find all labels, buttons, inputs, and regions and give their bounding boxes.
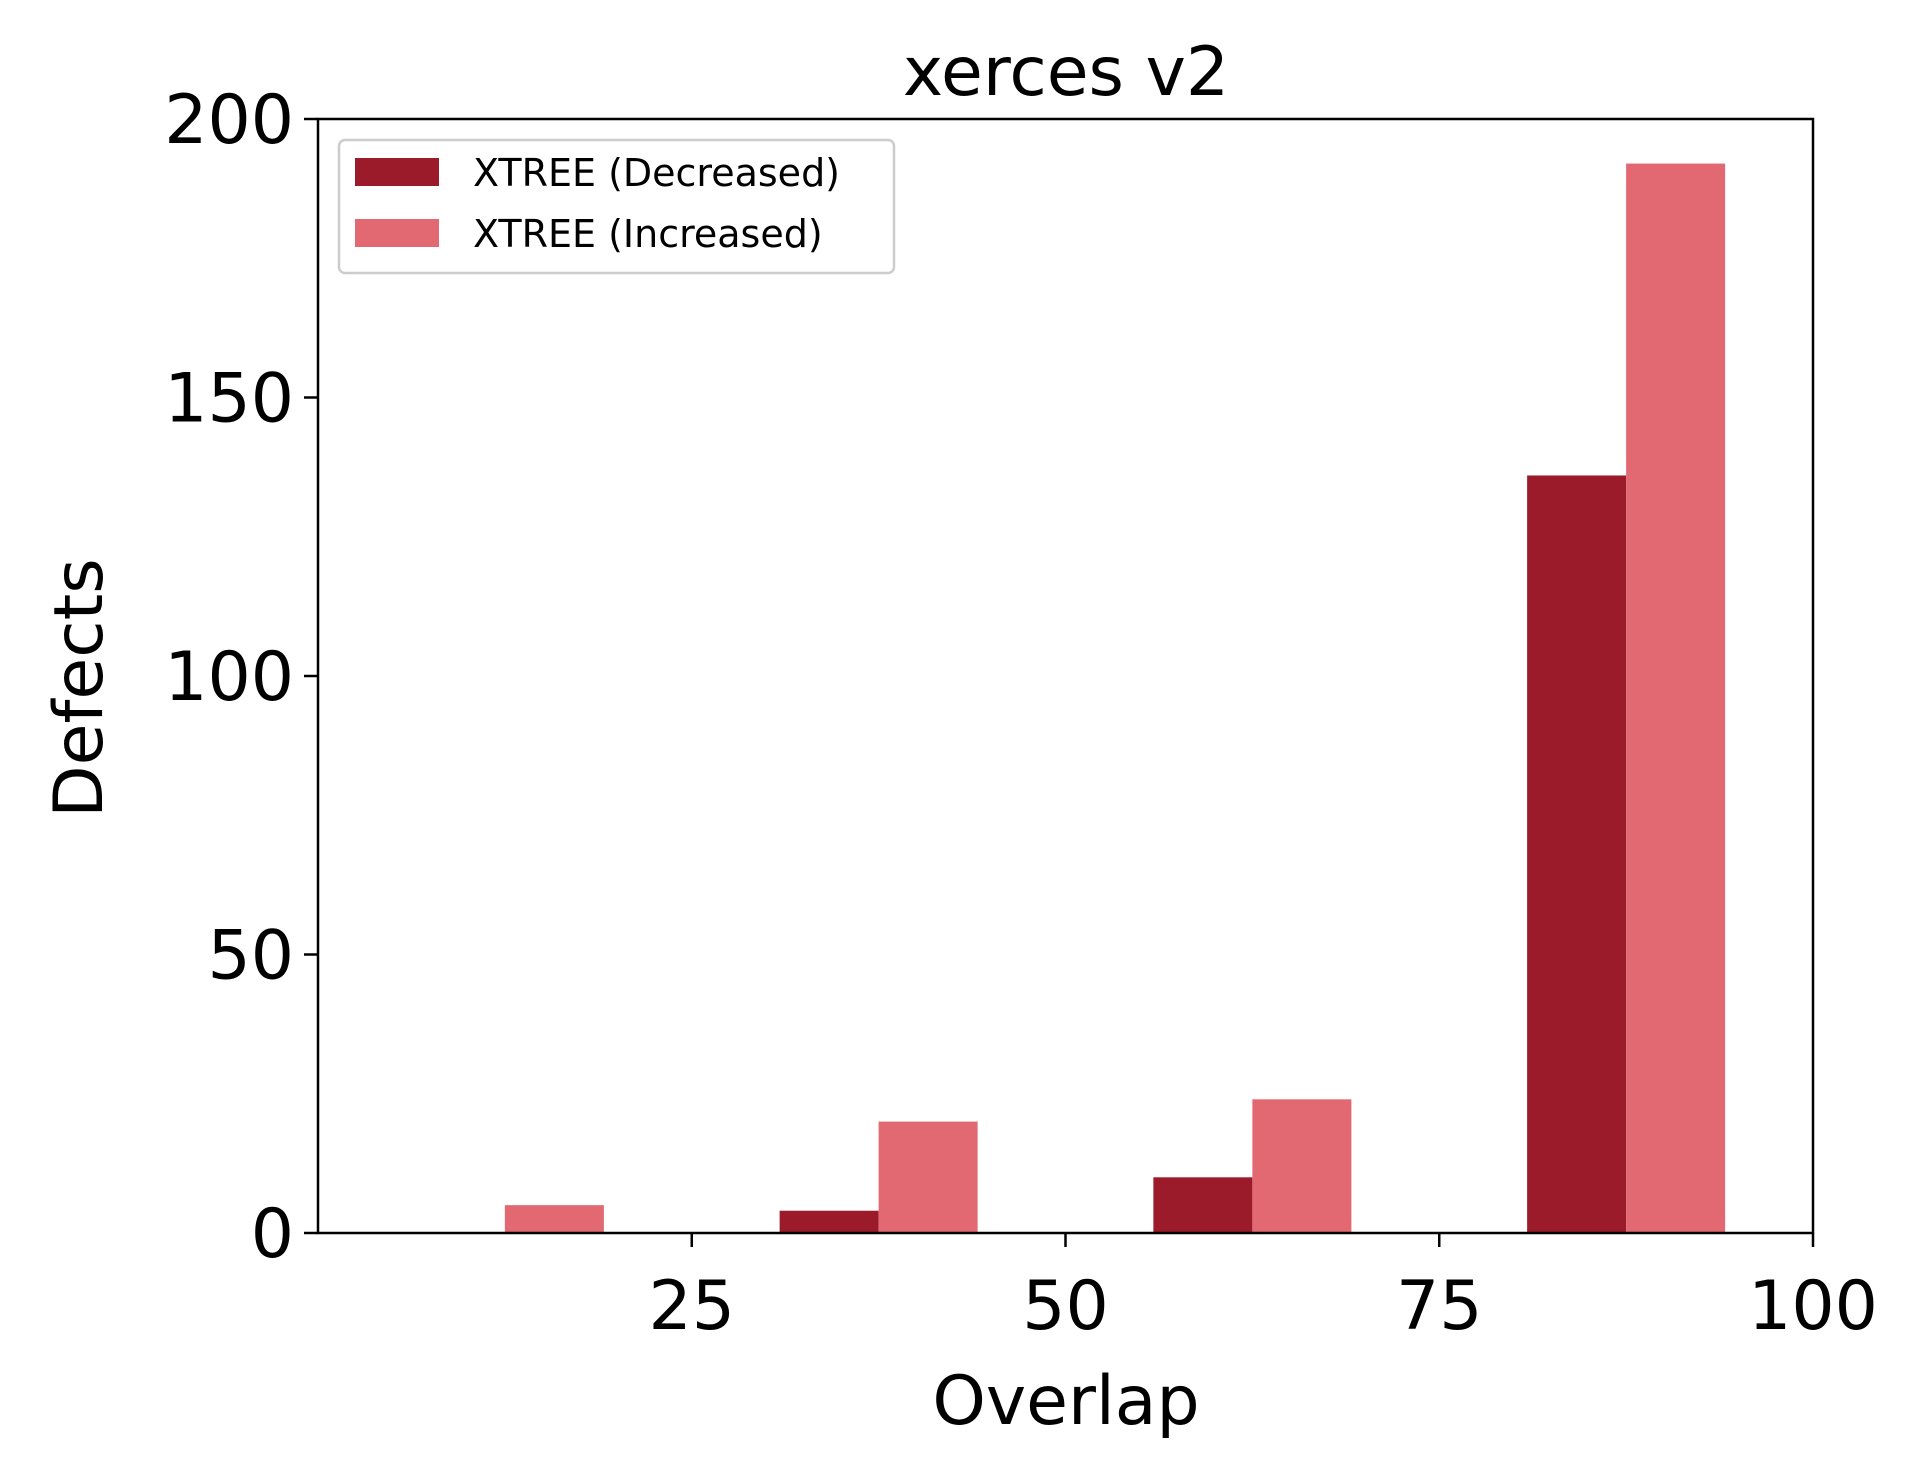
x-tick-label-3: 100	[1748, 1267, 1878, 1346]
x-tick-label-0: 25	[648, 1267, 735, 1346]
bar-decreased-1	[779, 1210, 879, 1233]
y-tick-label-0: 0	[251, 1195, 294, 1274]
bar-increased-1	[878, 1121, 978, 1233]
x-tick-label-1: 50	[1022, 1267, 1109, 1346]
legend-label-0: XTREE (Decreased)	[473, 151, 840, 195]
bars-layer	[504, 163, 1726, 1234]
x-axis-label: Overlap	[932, 1362, 1199, 1441]
y-axis-label: Defects	[40, 558, 119, 817]
chart-title: xerces v2	[903, 33, 1229, 112]
legend: XTREE (Decreased) XTREE (Increased)	[337, 138, 896, 275]
y-tick-label-3: 150	[164, 360, 294, 439]
bar-increased-2	[1252, 1099, 1352, 1233]
legend-swatch-0	[355, 158, 439, 186]
legend-box	[337, 138, 896, 275]
bar-decreased-3	[1527, 475, 1627, 1234]
legend-label-1: XTREE (Increased)	[473, 212, 823, 256]
bar-decreased-2	[1153, 1177, 1253, 1233]
x-axis: 25 50 75 100	[648, 1233, 1878, 1346]
y-tick-label-4: 200	[164, 81, 294, 160]
y-tick-label-1: 50	[207, 917, 294, 996]
y-axis: 0 50 100 150 200	[164, 81, 318, 1274]
x-tick-label-2: 75	[1396, 1267, 1483, 1346]
bar-increased-0	[504, 1205, 604, 1233]
legend-swatch-1	[355, 219, 439, 247]
bar-increased-3	[1626, 163, 1726, 1233]
y-tick-label-2: 100	[164, 638, 294, 717]
